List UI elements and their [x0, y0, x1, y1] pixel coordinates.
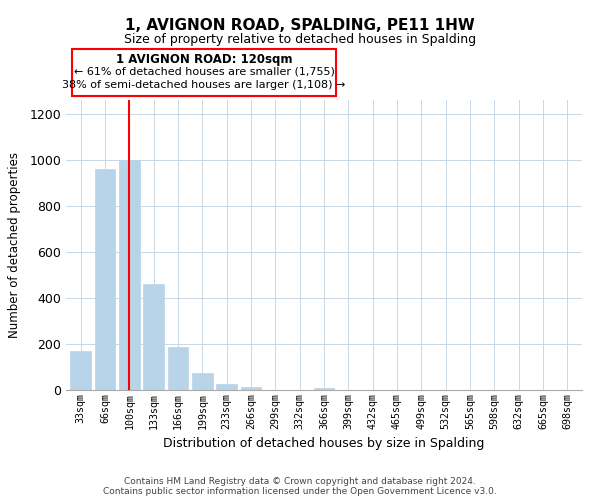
- Bar: [143, 284, 164, 390]
- Text: Contains HM Land Registry data © Crown copyright and database right 2024.: Contains HM Land Registry data © Crown c…: [124, 478, 476, 486]
- Bar: [314, 388, 334, 390]
- Text: ← 61% of detached houses are smaller (1,755): ← 61% of detached houses are smaller (1,…: [74, 66, 334, 76]
- Text: 38% of semi-detached houses are larger (1,108) →: 38% of semi-detached houses are larger (…: [62, 80, 346, 90]
- Y-axis label: Number of detached properties: Number of detached properties: [8, 152, 21, 338]
- Bar: [167, 348, 188, 390]
- Bar: [70, 351, 91, 390]
- Text: 1, AVIGNON ROAD, SPALDING, PE11 1HW: 1, AVIGNON ROAD, SPALDING, PE11 1HW: [125, 18, 475, 32]
- Text: Size of property relative to detached houses in Spalding: Size of property relative to detached ho…: [124, 32, 476, 46]
- Bar: [95, 169, 115, 390]
- Text: 1 AVIGNON ROAD: 120sqm: 1 AVIGNON ROAD: 120sqm: [116, 52, 292, 66]
- Text: Contains public sector information licensed under the Open Government Licence v3: Contains public sector information licen…: [103, 488, 497, 496]
- X-axis label: Distribution of detached houses by size in Spalding: Distribution of detached houses by size …: [163, 437, 485, 450]
- Bar: [192, 372, 212, 390]
- Bar: [216, 384, 237, 390]
- Bar: [119, 160, 140, 390]
- Bar: [241, 386, 262, 390]
